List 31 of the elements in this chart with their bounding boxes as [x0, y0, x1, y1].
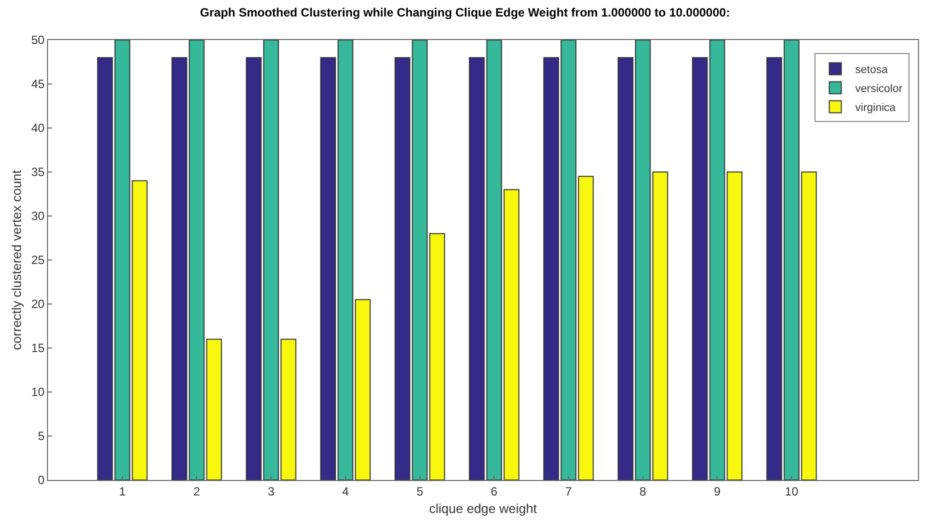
x-tick-label: 6 — [490, 484, 498, 498]
x-tick-label: 5 — [416, 484, 424, 498]
y-tick-label: 15 — [31, 341, 45, 356]
y-tick-label: 25 — [31, 253, 45, 268]
x-tick-label: 7 — [565, 484, 572, 498]
y-axis-title: correctly clustered vertex count — [9, 170, 24, 350]
bar — [429, 233, 446, 480]
y-tick-label: 20 — [31, 297, 45, 312]
x-tick-label: 8 — [640, 484, 647, 498]
y-tick-label: 40 — [31, 121, 45, 136]
x-tick-label: 1 — [119, 484, 126, 498]
legend-label: setosa — [855, 64, 889, 76]
y-tick-label: 10 — [31, 385, 45, 400]
y-tick-label: 30 — [31, 209, 45, 224]
y-tick-label: 0 — [38, 473, 45, 488]
x-tick-label: 9 — [714, 484, 721, 498]
bar — [171, 57, 188, 480]
legend-label: versicolor — [855, 82, 903, 95]
x-tick-label: 3 — [268, 484, 275, 498]
x-axis-title: clique edge weight — [429, 501, 538, 516]
chart-title: Graph Smoothed Clustering while Changing Clique Edge Weight from 1.000000 to 10.000000: — [200, 5, 730, 20]
y-tick-label: 35 — [31, 165, 45, 180]
x-tick-label: 10 — [784, 484, 799, 498]
y-tick-label: 5 — [38, 429, 45, 444]
legend-label: virginica — [855, 102, 897, 114]
bar — [132, 180, 148, 480]
bar — [468, 57, 485, 480]
x-tick-label: 4 — [342, 484, 350, 498]
x-tick-label: 2 — [193, 484, 200, 498]
y-tick-label: 50 — [31, 33, 45, 48]
y-tick-label: 45 — [31, 77, 45, 92]
